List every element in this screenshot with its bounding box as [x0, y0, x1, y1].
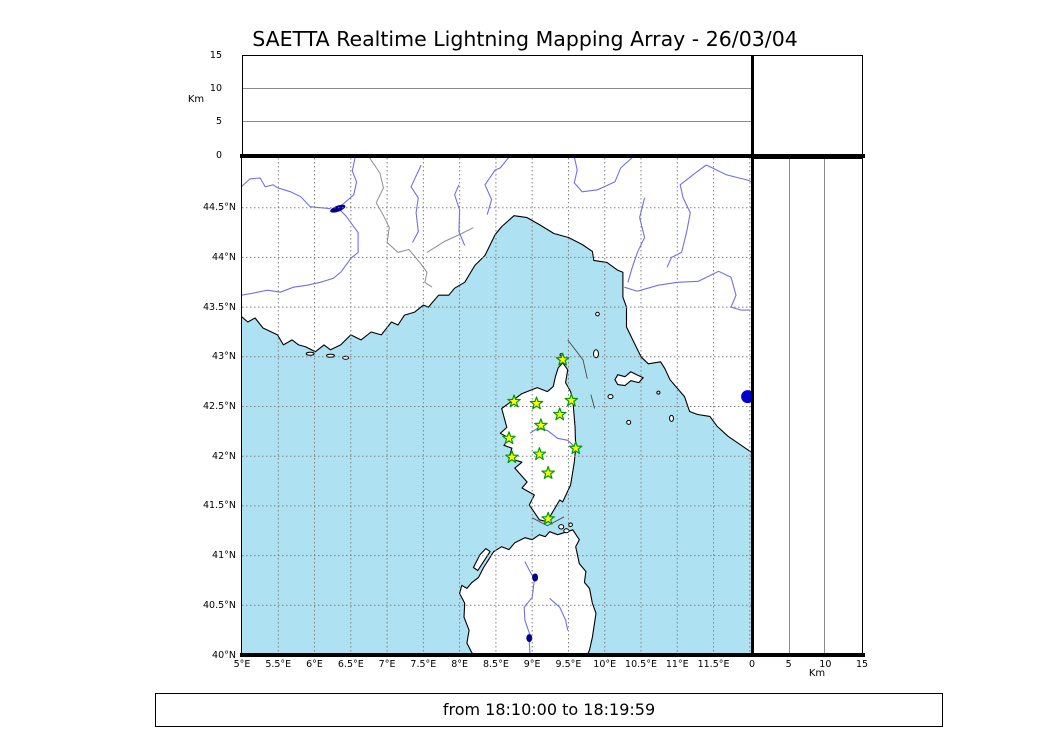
- latitude-tick-label: 41.5°N: [202, 500, 236, 512]
- latitude-tick-label: 43°N: [212, 351, 236, 363]
- longitude-tick-label: 9.5°E: [555, 659, 582, 670]
- small-island: [567, 522, 573, 527]
- river: [241, 176, 331, 209]
- right-panel-altitude-tick-label: 10: [819, 659, 832, 670]
- top-panel-km-label: Km: [187, 94, 205, 105]
- route-line: [566, 339, 588, 379]
- right-panel-gridline: [824, 159, 826, 655]
- longitude-tick-label: 5.5°E: [265, 659, 292, 670]
- river: [483, 157, 509, 215]
- sardinia-coastline: [458, 528, 597, 655]
- longitude-tick-label: 7.5°E: [410, 659, 437, 670]
- right-panel-gridline: [788, 159, 790, 655]
- station-marker: [501, 430, 516, 444]
- time-range-text: from 18:10:00 to 18:19:59: [442, 700, 656, 719]
- river: [453, 184, 465, 246]
- small-island: [557, 523, 564, 529]
- small-island: [341, 355, 349, 360]
- river: [705, 164, 752, 182]
- lake: [329, 204, 345, 213]
- longitude-tick-label: 9°E: [523, 659, 541, 670]
- small-island: [592, 348, 599, 358]
- right-panel-altitude-tick-label: 5: [785, 659, 792, 670]
- right-panel-altitude-tick-label: 0: [748, 659, 756, 670]
- country-border: [426, 226, 474, 253]
- river: [409, 164, 422, 243]
- station-marker: [532, 446, 546, 460]
- longitude-tick-label: 5°E: [233, 659, 251, 670]
- small-island: [607, 393, 613, 399]
- separator-vertical-rule: [750, 55, 754, 656]
- station-marker: [529, 395, 543, 409]
- river: [529, 427, 575, 447]
- corsica-coastline: [499, 361, 576, 522]
- station-marker: [540, 511, 555, 525]
- altitude-longitude-panel: [242, 55, 752, 156]
- elba-island: [613, 370, 644, 386]
- mainland-coastline: [241, 157, 752, 453]
- latitude-tick-label: 42.5°N: [202, 401, 236, 412]
- figure-title: SAETTA Realtime Lightning Mapping Array …: [252, 27, 798, 51]
- latitude-tick-label: 43.5°N: [202, 301, 236, 313]
- river: [623, 270, 750, 311]
- station-marker: [552, 406, 567, 420]
- latitude-tick-label: 42°N: [212, 450, 236, 462]
- route-line: [589, 393, 595, 409]
- longitude-tick-label: 7°E: [378, 659, 396, 670]
- river: [573, 157, 633, 192]
- top-panel-altitude-tick-label: 15: [209, 49, 222, 61]
- time-range-box: from 18:10:00 to 18:19:59: [155, 693, 943, 727]
- small-island: [305, 351, 315, 356]
- lake: [525, 633, 532, 642]
- station-marker: [506, 393, 521, 407]
- longitude-tick-label: 11°E: [665, 659, 689, 670]
- map-panel: [240, 156, 753, 656]
- longitude-tick-label: 11.5°E: [697, 659, 730, 670]
- river: [241, 206, 359, 296]
- longitude-tick-label: 6°E: [306, 659, 323, 670]
- river: [626, 197, 645, 282]
- small-island: [594, 311, 600, 316]
- river: [548, 597, 568, 630]
- latitude-tick-label: 44.5°N: [202, 202, 236, 214]
- longitude-tick-label: 8°E: [451, 659, 469, 670]
- station-marker: [540, 465, 555, 479]
- top-panel-altitude-tick-label: 0: [215, 149, 222, 161]
- station-marker: [504, 449, 519, 463]
- corner-panel: [752, 55, 863, 156]
- latitude-tick-label: 40.5°N: [202, 599, 236, 611]
- separator-bottom-rule: [240, 653, 865, 657]
- station-marker: [568, 440, 582, 454]
- station-marker: [533, 417, 548, 431]
- asinara-island: [472, 547, 491, 571]
- station-marker: [564, 392, 578, 406]
- river: [336, 157, 357, 208]
- separator-top-rule: [240, 154, 865, 158]
- small-island: [655, 390, 660, 395]
- small-island: [668, 414, 674, 422]
- station-marker: [555, 352, 569, 366]
- lightning-event-point: [740, 389, 752, 403]
- top-panel-altitude-tick-label: 5: [215, 116, 222, 128]
- lake: [531, 573, 538, 581]
- right-panel-km-label: Km: [808, 668, 826, 679]
- longitude-tick-label: 6.5°E: [337, 659, 364, 670]
- altitude-latitude-panel: [752, 158, 863, 656]
- map-canvas: [241, 157, 752, 655]
- top-panel-gridline: [243, 88, 751, 90]
- longitude-tick-label: 10.5°E: [625, 659, 657, 670]
- small-island: [625, 419, 631, 425]
- route-line: [531, 515, 564, 526]
- top-panel-altitude-tick-label: 10: [209, 82, 222, 94]
- right-panel-altitude-tick-label: 15: [855, 659, 869, 670]
- longitude-tick-label: 10°E: [593, 659, 617, 670]
- top-panel-gridline: [243, 120, 751, 122]
- river: [666, 164, 707, 268]
- latitude-tick-label: 40°N: [212, 649, 236, 661]
- latitude-tick-label: 44°N: [212, 251, 236, 263]
- longitude-tick-label: 8.5°E: [482, 659, 509, 670]
- latitude-tick-label: 41°N: [212, 550, 236, 562]
